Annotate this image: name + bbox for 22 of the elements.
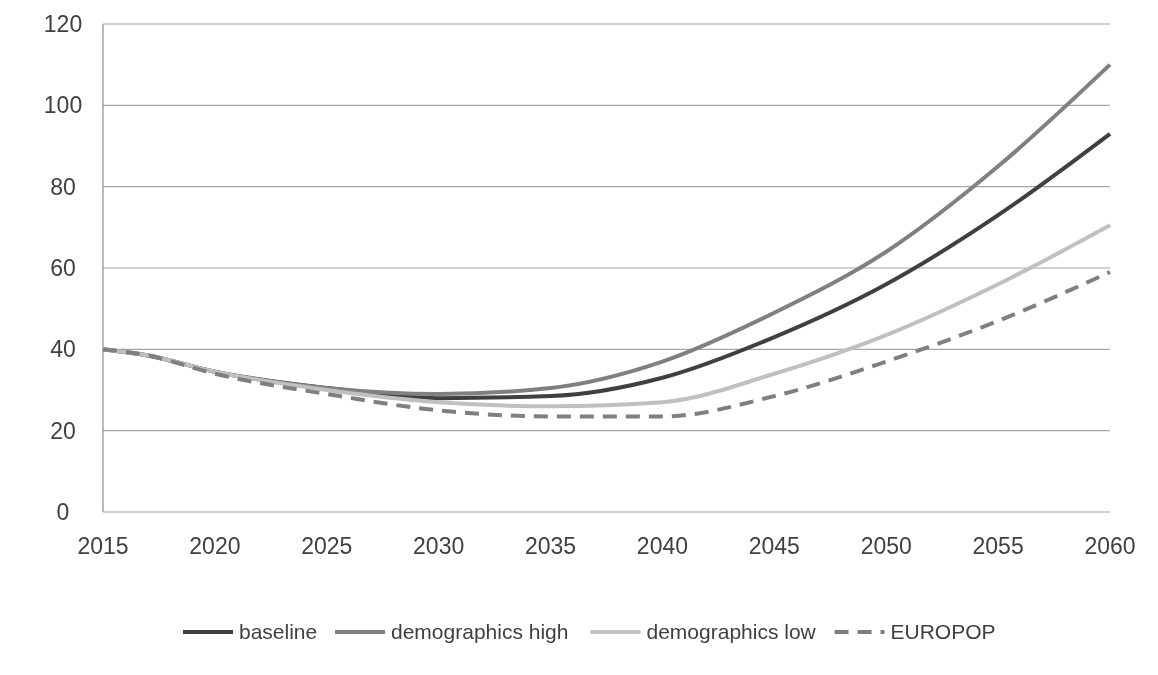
y-tick-label: 100 xyxy=(43,92,83,119)
y-tick-label: 20 xyxy=(50,417,76,444)
x-tick-label: 2015 xyxy=(77,533,129,559)
y-tick-label: 40 xyxy=(50,336,76,363)
x-tick-label: 2055 xyxy=(972,533,1024,559)
legend-label: demographics high xyxy=(391,620,569,644)
x-tick-label: 2050 xyxy=(860,533,912,559)
y-tick-label: 80 xyxy=(50,173,76,200)
y-tick-label: 0 xyxy=(56,499,70,526)
legend-label: EUROPOP xyxy=(890,620,996,644)
y-tick-label: 60 xyxy=(50,255,76,282)
x-tick-label: 2040 xyxy=(636,533,689,559)
x-tick-label: 2030 xyxy=(413,533,465,559)
legend-label: baseline xyxy=(239,620,318,644)
x-tick-label: 2035 xyxy=(524,533,577,559)
x-tick-label: 2020 xyxy=(189,533,241,559)
x-tick-label: 2025 xyxy=(301,533,353,559)
x-tick-label: 2060 xyxy=(1084,533,1136,559)
x-tick-label: 2045 xyxy=(748,533,800,559)
line-series xyxy=(101,223,1112,409)
legend-label: demographics low xyxy=(646,620,817,644)
y-tick-label: 120 xyxy=(43,11,83,38)
